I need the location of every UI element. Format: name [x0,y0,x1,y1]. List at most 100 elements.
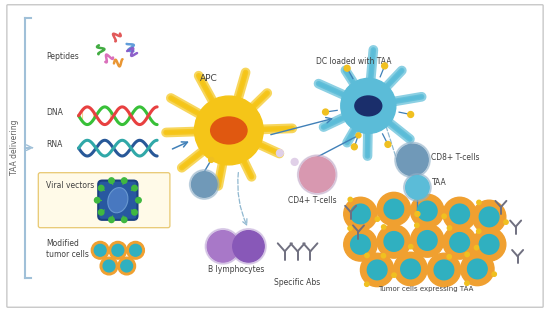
Text: TAA: TAA [432,178,447,187]
Circle shape [410,224,444,257]
Circle shape [410,194,444,228]
Circle shape [344,197,377,231]
Circle shape [417,231,437,250]
Ellipse shape [108,188,128,213]
Circle shape [191,172,217,197]
Circle shape [476,229,481,233]
Circle shape [190,170,219,199]
Circle shape [205,229,240,264]
Text: Peptides: Peptides [46,52,79,61]
Circle shape [291,158,298,165]
FancyBboxPatch shape [39,173,170,228]
Ellipse shape [354,95,382,116]
Circle shape [395,142,430,178]
Text: DC loaded with TAA: DC loaded with TAA [316,57,392,66]
Circle shape [408,112,414,117]
Circle shape [94,244,106,256]
Circle shape [208,158,213,162]
Circle shape [360,253,394,287]
Circle shape [98,210,104,215]
Circle shape [103,260,115,272]
Circle shape [385,141,391,147]
Circle shape [136,197,141,203]
Text: Specific Abs: Specific Abs [274,278,321,287]
Circle shape [415,223,419,227]
Circle shape [195,96,263,165]
Circle shape [382,63,388,69]
Circle shape [100,257,118,275]
Circle shape [427,253,461,287]
Circle shape [112,244,124,256]
Circle shape [109,217,114,222]
Circle shape [132,210,138,215]
Circle shape [132,185,138,191]
Circle shape [109,178,114,183]
Circle shape [447,255,452,259]
Circle shape [341,78,396,134]
Circle shape [348,197,353,202]
Circle shape [109,241,126,259]
Circle shape [415,194,419,199]
Circle shape [461,252,494,286]
Circle shape [365,282,369,286]
Circle shape [122,178,127,183]
Circle shape [406,176,429,199]
Circle shape [95,197,100,203]
Circle shape [356,133,361,138]
Circle shape [122,217,127,222]
Circle shape [409,245,413,249]
Circle shape [404,174,431,201]
Text: B lymphocytes: B lymphocytes [207,265,264,274]
Circle shape [447,226,452,230]
Circle shape [434,260,454,280]
Circle shape [382,225,386,229]
Text: RNA: RNA [46,140,63,149]
Circle shape [351,235,370,254]
Ellipse shape [210,116,248,144]
Circle shape [384,199,404,219]
Circle shape [351,204,370,224]
Text: DNA: DNA [46,108,63,117]
FancyBboxPatch shape [7,5,543,307]
Circle shape [323,109,328,115]
FancyBboxPatch shape [98,181,138,220]
Circle shape [401,259,420,279]
Circle shape [465,252,469,257]
Circle shape [344,228,377,261]
Circle shape [300,157,335,192]
Circle shape [121,260,133,272]
Circle shape [381,254,386,258]
Circle shape [130,244,141,256]
Circle shape [231,229,266,264]
Text: Viral vectors: Viral vectors [46,181,95,190]
Circle shape [450,233,470,252]
Circle shape [472,200,506,234]
Circle shape [348,226,352,230]
Circle shape [98,185,104,191]
Circle shape [442,214,446,218]
Text: TAA delivering: TAA delivering [10,120,19,175]
Circle shape [504,220,508,224]
Text: CD8+ T-cells: CD8+ T-cells [431,154,480,163]
Circle shape [277,150,283,157]
Circle shape [415,212,420,217]
Circle shape [384,232,404,251]
Circle shape [479,207,499,227]
Circle shape [365,253,369,258]
Circle shape [126,241,144,259]
Circle shape [479,235,499,254]
Circle shape [417,201,437,221]
Circle shape [450,204,470,224]
Circle shape [233,231,264,262]
Circle shape [377,192,410,226]
Circle shape [465,281,469,285]
Circle shape [118,257,135,275]
Circle shape [377,225,410,258]
Circle shape [207,231,239,262]
Circle shape [475,246,478,250]
Circle shape [394,252,427,286]
Circle shape [472,228,506,261]
Circle shape [91,241,109,259]
Circle shape [397,144,428,176]
Text: Tumor cells expressing TAA: Tumor cells expressing TAA [378,286,473,292]
